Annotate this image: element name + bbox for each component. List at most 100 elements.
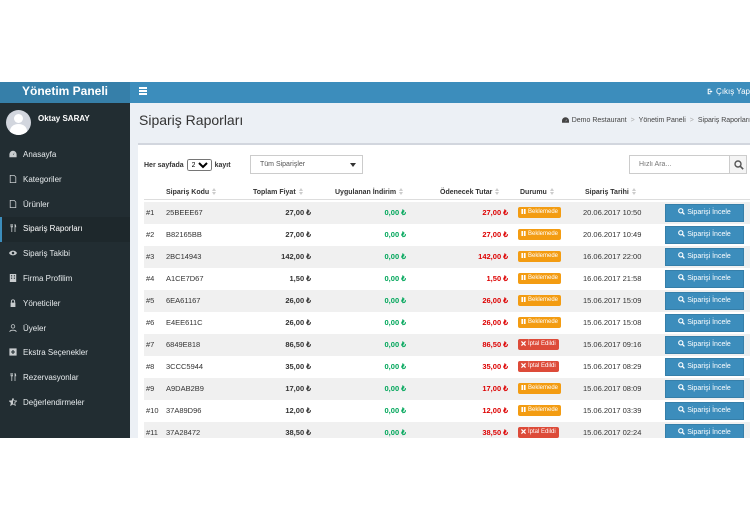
sidebar-item[interactable]: Sipariş Raporları (0, 217, 130, 243)
discount-value: 0,00 (384, 340, 400, 349)
column-header[interactable]: Durumu (520, 188, 555, 196)
breadcrumb-item[interactable]: Demo Restaurant (571, 117, 627, 124)
sidebar-item[interactable]: Rezervasyonlar (0, 366, 130, 391)
inspect-order-button[interactable]: Siparişi İncele (665, 226, 744, 244)
total-price-value: 27,00 (285, 208, 305, 217)
sidebar-item[interactable]: Sipariş Takibi (0, 242, 130, 267)
sidebar-item-label: Anasayfa (23, 150, 57, 159)
order-date: 15.06.2017 15:08 (583, 318, 642, 327)
user-name: Oktay SARAY (38, 114, 90, 123)
sidebar-item[interactable]: Ürünler (0, 193, 130, 218)
inspect-order-label: Siparişi İncele (687, 407, 731, 414)
inspect-order-button[interactable]: Siparişi İncele (665, 358, 744, 376)
building-icon (9, 273, 17, 282)
status-badge: Beklemede (518, 405, 562, 416)
inspect-order-button[interactable]: Siparişi İncele (665, 292, 744, 310)
column-header[interactable]: Uygulanan İndirim (335, 188, 404, 196)
eye-icon (9, 250, 17, 256)
amount-due-value: 86,50 (482, 340, 502, 349)
inspect-order-button[interactable]: Siparişi İncele (665, 270, 744, 288)
row-number: #5 (146, 296, 155, 305)
currency-symbol: ₺ (306, 340, 311, 349)
search-icon (678, 406, 686, 413)
search-icon (678, 340, 686, 347)
per-page-select[interactable]: 20 (186, 159, 212, 171)
order-date: 20.06.2017 10:49 (583, 230, 642, 239)
sidebar-item[interactable]: Kategoriler (0, 168, 130, 193)
inspect-order-button[interactable]: Siparişi İncele (665, 314, 744, 332)
inspect-order-label: Siparişi İncele (687, 319, 731, 326)
discount: 0,00 ₺ (385, 246, 406, 268)
search-icon (678, 384, 686, 391)
sidebar-item[interactable]: Anasayfa (0, 143, 130, 168)
status-label: İptal Edildi (528, 429, 556, 435)
sidebar-item[interactable]: Üyeler (0, 317, 130, 342)
row-number: #6 (146, 318, 155, 327)
amount-due: 12,00 ₺ (482, 400, 508, 422)
discount: 0,00 ₺ (385, 290, 406, 312)
inspect-order-label: Siparişi İncele (687, 209, 731, 216)
inspect-order-button[interactable]: Siparişi İncele (665, 380, 744, 398)
order-date: 16.06.2017 21:58 (583, 274, 642, 283)
top-navbar: Yönetim Paneli Çıkış Yap (0, 82, 750, 103)
amount-due-value: 142,00 (478, 252, 502, 261)
cutlery-icon (10, 224, 17, 233)
total-price: 38,50 ₺ (285, 422, 311, 438)
amount-due-value: 26,00 (482, 318, 502, 327)
sidebar-item[interactable]: Yöneticiler (0, 292, 130, 317)
inspect-order-button[interactable]: Siparişi İncele (665, 204, 744, 222)
order-code: 6EA61167 (166, 296, 201, 305)
inspect-order-button[interactable]: Siparişi İncele (665, 402, 744, 420)
sign-out-icon (707, 88, 713, 95)
user-panel: Oktay SARAY (0, 103, 130, 145)
star-half-icon (9, 397, 17, 406)
sidebar-toggle-icon[interactable] (139, 87, 147, 95)
table-row: #5 6EA61167 26,00 ₺ 0,00 ₺ 26,00 ₺ Beklemede 1… (144, 290, 750, 312)
order-date: 16.06.2017 22:00 (583, 252, 642, 261)
breadcrumb-item[interactable]: Yönetim Paneli (638, 117, 686, 124)
per-page-label: Her sayfada (144, 161, 184, 169)
sidebar-item[interactable]: Değerlendirmeler (0, 391, 130, 416)
dashboard-icon (561, 117, 569, 123)
sidebar-menu: Anasayfa Kategoriler Ürünler Sipariş Raporl… (0, 143, 130, 416)
search-icon (734, 160, 744, 170)
row-number: #11 (146, 428, 158, 437)
search-input[interactable] (629, 155, 730, 174)
inspect-order-button[interactable]: Siparişi İncele (665, 248, 744, 266)
currency-symbol: ₺ (306, 208, 311, 217)
column-header[interactable]: Sipariş Tarihi (585, 188, 637, 196)
discount-value: 0,00 (384, 384, 400, 393)
pause-icon (521, 274, 526, 280)
column-header[interactable]: Toplam Fiyat (253, 188, 304, 196)
total-price-value: 12,00 (285, 406, 305, 415)
total-price-value: 142,00 (281, 252, 305, 261)
total-price: 26,00 ₺ (285, 290, 311, 312)
inspect-order-button[interactable]: Siparişi İncele (665, 336, 744, 354)
order-code: A1CE7D67 (166, 274, 204, 283)
status-badge: Beklemede (518, 273, 562, 284)
discount-value: 0,00 (384, 406, 400, 415)
currency-symbol: ₺ (401, 318, 406, 327)
inspect-order-label: Siparişi İncele (687, 385, 731, 392)
amount-due-value: 26,00 (482, 296, 502, 305)
order-date: 20.06.2017 10:50 (583, 208, 642, 217)
pause-icon (521, 208, 526, 214)
app-logo[interactable]: Yönetim Paneli (0, 82, 130, 103)
column-header[interactable]: Ödenecek Tutar (440, 188, 500, 196)
column-header[interactable]: Sipariş Kodu (166, 188, 217, 196)
sidebar-item[interactable]: Ekstra Seçenekler (0, 341, 130, 366)
logout-button[interactable]: Çıkış Yap (707, 82, 750, 103)
search-button[interactable] (729, 155, 747, 174)
sort-icon (399, 188, 404, 195)
row-number: #9 (146, 384, 155, 393)
status-badge: Beklemede (518, 317, 562, 328)
order-filter-select[interactable]: Tüm Siparişler (250, 155, 363, 174)
total-price: 17,00 ₺ (285, 378, 311, 400)
sidebar-item[interactable]: Firma Profilim (0, 267, 130, 292)
currency-symbol: ₺ (306, 252, 311, 261)
breadcrumb-separator: > (630, 117, 635, 124)
inspect-order-button[interactable]: Siparişi İncele (665, 424, 744, 438)
breadcrumb-separator: > (689, 117, 694, 124)
status-label: Beklemede (528, 297, 559, 303)
plus-square-icon (9, 348, 17, 356)
